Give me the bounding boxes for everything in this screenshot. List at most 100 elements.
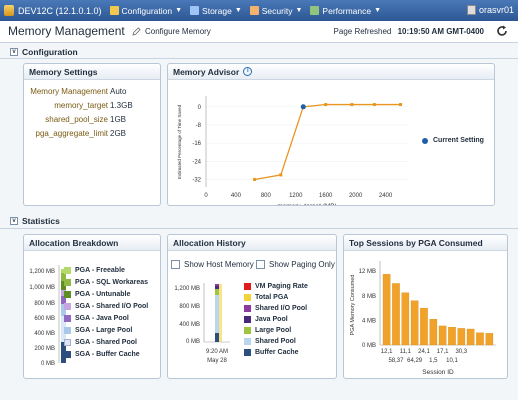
section-divider: [0, 228, 518, 229]
legend-swatch: [244, 349, 251, 356]
legend-item: Shared Pool: [244, 338, 296, 345]
advisor-point[interactable]: [399, 103, 403, 107]
legend-swatch: [244, 316, 251, 323]
y-axis-label: PGA Memory Consumed: [350, 275, 356, 336]
legend-item: SGA - Large Pool: [64, 327, 132, 334]
page-refreshed-label: Page Refreshed: [333, 27, 392, 36]
collapse-icon[interactable]: v: [10, 48, 18, 56]
session-bar[interactable]: [466, 328, 475, 346]
legend-label: Java Pool: [255, 316, 288, 323]
y-tick-label: 400 MB: [179, 322, 200, 328]
session-bar[interactable]: [382, 274, 391, 346]
legend-label: Shared I/O Pool: [255, 305, 308, 312]
y-tick-label: 1,000 MB: [29, 285, 55, 291]
show-paging-only-checkbox[interactable]: Show Paging Only: [256, 260, 335, 269]
server-icon: [466, 5, 476, 15]
configure-memory-button[interactable]: Configure Memory: [132, 27, 211, 36]
legend-item: Shared I/O Pool: [244, 305, 307, 312]
allocation-breakdown-chart: 1,200 MB 1,000 MB 800 MB 600 MB 400 MB 2…: [29, 265, 66, 367]
session-bar[interactable]: [401, 292, 410, 346]
stack-segment: [61, 273, 66, 281]
session-bar[interactable]: [429, 319, 438, 346]
memory-advisor-chart: 0 -8 -16 -24 -32 0 400 800 1200 1600 2000 2400 memor…: [177, 96, 408, 205]
legend-item: SGA - Java Pool: [64, 315, 129, 322]
refresh-icon[interactable]: [496, 25, 508, 37]
session-bar[interactable]: [438, 325, 447, 346]
server-menu[interactable]: orasvr01: [466, 5, 514, 15]
checkbox-box[interactable]: [171, 260, 180, 269]
database-title[interactable]: DEV12C (12.1.0.1.0): [0, 5, 102, 16]
legend-label: SGA - Large Pool: [75, 327, 133, 334]
configuration-section-title: Configuration: [22, 47, 78, 57]
page-refreshed: Page Refreshed 10:19:50 AM GMT-0400: [334, 27, 484, 36]
session-bar[interactable]: [392, 283, 400, 346]
advisor-point[interactable]: [279, 173, 283, 177]
setting-key: memory_target: [54, 101, 108, 110]
legend-label: SGA - Buffer Cache: [75, 351, 140, 358]
x-tick-label: 30,3: [455, 349, 467, 355]
legend-swatch: [244, 294, 251, 301]
advisor-point[interactable]: [350, 103, 354, 107]
session-bar[interactable]: [410, 300, 419, 346]
legend-swatch: [64, 351, 71, 358]
current-setting-point[interactable]: [300, 104, 306, 110]
show-paging-only-label: Show Paging Only: [269, 260, 335, 269]
collapse-icon[interactable]: v: [10, 217, 18, 225]
database-icon: [4, 5, 14, 16]
menu-configuration-label: Configuration: [121, 5, 173, 16]
legend-item: Buffer Cache: [244, 349, 299, 356]
menu-performance[interactable]: Performance ▼: [310, 6, 381, 16]
legend-label: PGA - Untunable: [75, 291, 131, 298]
legend-item: SGA - Buffer Cache: [64, 351, 140, 358]
y-tick-label: 12 MB: [359, 269, 376, 275]
x-tick-label: 2000: [349, 193, 363, 199]
x-tick-label: 12,1: [381, 349, 393, 355]
y-tick-label: -8: [196, 123, 202, 129]
y-tick-label: -24: [192, 159, 201, 165]
legend-label: Buffer Cache: [255, 349, 299, 356]
stack-segment: [61, 304, 66, 316]
menu-performance-label: Performance: [322, 5, 372, 16]
stack-segment: [61, 290, 66, 296]
stack-segment: [61, 296, 66, 304]
setting-value: 2GB: [110, 129, 127, 138]
menu-security[interactable]: Security ▼: [249, 6, 302, 16]
session-bar[interactable]: [476, 332, 484, 346]
history-area: [219, 284, 222, 342]
session-bar[interactable]: [448, 327, 456, 346]
y-tick-label: 0: [198, 105, 202, 111]
x-tick-label: 11,1: [400, 349, 412, 355]
show-host-memory-checkbox[interactable]: Show Host Memory: [171, 260, 254, 269]
memory-settings-panel: Memory Settings Memory Management Auto m…: [23, 63, 161, 206]
legend-swatch: [64, 327, 71, 334]
legend-label: Total PGA: [255, 294, 289, 301]
legend-item: Total PGA: [244, 294, 288, 301]
configuration-section-header[interactable]: v Configuration: [10, 47, 78, 57]
y-tick-label: 0 MB: [41, 361, 55, 367]
session-bar[interactable]: [420, 307, 428, 346]
memory-advisor-panel: Memory Advisor i 0 -8 -16 -24 -32 0 400 800 1200…: [167, 63, 495, 206]
x-axis-label: memory_target (MB): [277, 203, 337, 205]
advisor-point[interactable]: [253, 177, 257, 181]
top-sessions-title: Top Sessions by PGA Consumed: [344, 235, 507, 251]
legend-swatch: [64, 315, 71, 322]
session-bar[interactable]: [485, 333, 494, 346]
legend-item: SGA - Shared Pool: [64, 339, 137, 346]
advisor-point[interactable]: [372, 103, 376, 107]
x-tick-label: 9:20 AM: [206, 349, 228, 355]
page-refreshed-time: 10:19:50 AM GMT-0400: [397, 27, 484, 36]
stack-segment: [61, 269, 66, 273]
advisor-point[interactable]: [324, 103, 328, 107]
statistics-section-header[interactable]: v Statistics: [10, 216, 60, 226]
info-icon[interactable]: i: [243, 67, 253, 76]
menu-configuration[interactable]: Configuration ▼: [109, 5, 182, 16]
wrench-icon: [109, 6, 119, 15]
chevron-down-icon: ▼: [374, 7, 382, 14]
menu-storage[interactable]: Storage ▼: [190, 6, 242, 16]
stack-segment: [61, 281, 66, 290]
checkbox-box[interactable]: [256, 260, 265, 269]
allocation-history-title: Allocation History: [168, 235, 336, 251]
session-bar[interactable]: [457, 328, 466, 346]
memory-settings-list: Memory Management Auto memory_target 1.3…: [24, 64, 162, 184]
memory-advisor-title-bar: Memory Advisor i: [168, 64, 494, 80]
